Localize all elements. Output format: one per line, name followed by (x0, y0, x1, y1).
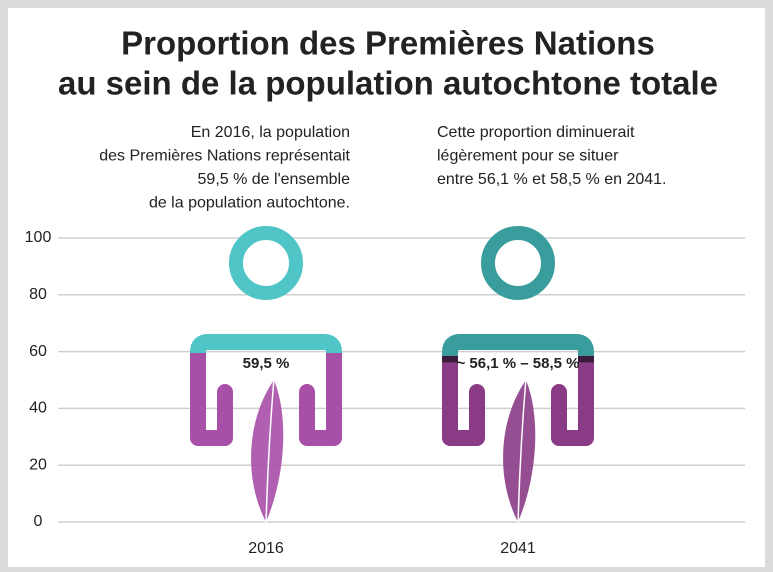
x-tick-label: 2041 (500, 540, 536, 557)
y-tick-label: 80 (29, 286, 47, 303)
body-top (190, 334, 342, 354)
chart-title: Proportion des Premières Nations (121, 25, 655, 62)
annotation: Cette proportion diminuerait (437, 124, 635, 141)
value-label: ~ 56,1 % – 58,5 % (456, 355, 579, 372)
y-tick-label: 60 (29, 343, 47, 360)
head (229, 226, 303, 300)
annotation: légèrement pour se situer (437, 148, 619, 165)
annotation: En 2016, la population (191, 124, 350, 141)
annotation: des Premières Nations représentait (99, 148, 350, 165)
annotation: de la population autochtone. (149, 195, 350, 212)
value-label: 59,5 % (243, 355, 290, 372)
annotation: 59,5 % de l'ensemble (198, 171, 351, 188)
panel (8, 8, 765, 567)
feather (251, 380, 284, 522)
y-tick-label: 0 (34, 513, 43, 530)
body-top (442, 334, 594, 356)
x-tick-label: 2016 (248, 540, 284, 557)
feather (503, 380, 536, 522)
chart-title: au sein de la population autochtone tota… (58, 65, 718, 102)
y-tick-label: 20 (29, 456, 47, 473)
annotation: entre 56,1 % et 58,5 % en 2041. (437, 171, 667, 188)
y-tick-label: 40 (29, 400, 47, 417)
feather-quill (517, 377, 527, 526)
feather-quill (265, 377, 275, 526)
y-tick-label: 100 (25, 229, 52, 246)
head (481, 226, 555, 300)
